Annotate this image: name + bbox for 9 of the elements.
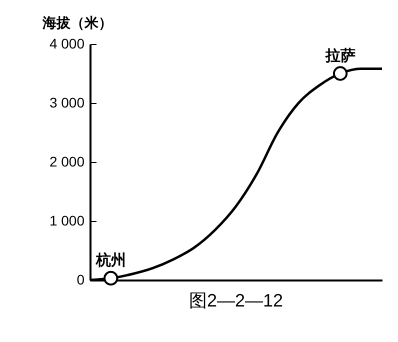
annotation: 拉萨: [324, 48, 356, 64]
caption: 图2—2—12: [188, 290, 284, 311]
y-tick-label: 1 000: [49, 212, 85, 228]
y-tick-label: 3 000: [49, 94, 85, 110]
y-tick-label: 2 000: [49, 154, 85, 170]
y-axis-title: 海拔（米）: [42, 14, 112, 30]
y-tick-label: 4 000: [49, 36, 85, 52]
annotation: 杭州: [94, 251, 126, 270]
y-tick-label: 0: [76, 272, 85, 288]
